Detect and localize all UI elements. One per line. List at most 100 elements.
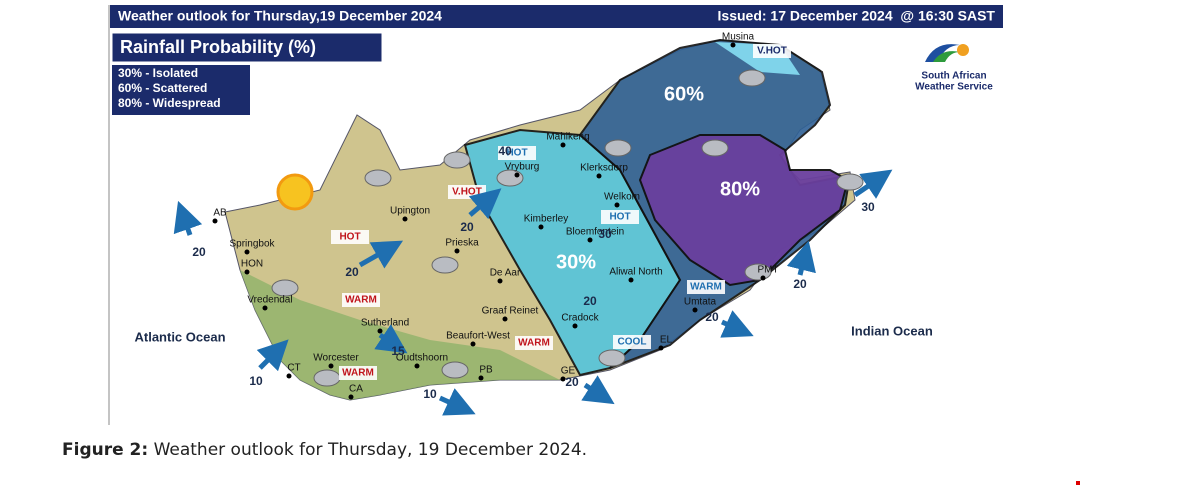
cloud-icon <box>313 369 341 387</box>
wind-speed: 20 <box>565 375 579 389</box>
place-name: HON <box>241 259 263 270</box>
place-name: Upington <box>390 206 430 217</box>
place-dot <box>502 316 508 322</box>
temperature-tag-box <box>601 210 639 224</box>
cloud-icon <box>364 169 392 187</box>
place-dot <box>497 278 503 284</box>
place-dot <box>628 277 634 283</box>
place-dot <box>760 275 766 281</box>
wind-arrow <box>468 188 502 220</box>
temperature-tag: HOT <box>609 212 630 223</box>
place-dot <box>348 394 354 400</box>
temperature-tag: HOT <box>506 148 527 159</box>
place-dot <box>587 237 593 243</box>
wind-speed: 10 <box>249 374 263 388</box>
legend-item: 60% - Scattered <box>118 81 207 95</box>
legend-item: 80% - Widespread <box>118 96 221 110</box>
legend-title: Rainfall Probability (%) <box>120 37 316 57</box>
issued: Issued: 17 December 2024 @ 16:30 SAST <box>718 8 996 24</box>
place-name: Aliwal North <box>609 267 662 278</box>
wind-arrow <box>173 200 203 236</box>
place-dot <box>572 323 578 329</box>
cloud-icon <box>271 279 299 297</box>
place-dot <box>560 142 566 148</box>
place-dot <box>560 376 566 382</box>
wind-arrow <box>374 324 408 354</box>
place-dot <box>286 373 292 379</box>
wind-arrow <box>720 310 754 338</box>
cloud-icon <box>604 139 632 157</box>
wind-speed: 20 <box>705 310 719 324</box>
place-name: PB <box>479 365 493 376</box>
place-dot <box>262 305 268 311</box>
place-name: Prieska <box>445 238 479 249</box>
temperature-tag: WARM <box>345 295 377 306</box>
place-name: Cradock <box>561 313 599 324</box>
wind-arrow <box>358 240 404 269</box>
temperature-tag-box <box>753 44 791 58</box>
temperature-tag: V.HOT <box>757 46 787 57</box>
place-name: De Aar <box>490 268 521 279</box>
zone-label: 80% <box>720 178 760 200</box>
zone-label: 60% <box>664 83 704 105</box>
wind-arrow <box>438 388 476 416</box>
temperature-tag: V.HOT <box>452 187 482 198</box>
place-dot <box>328 363 334 369</box>
ocean-label: Atlantic Ocean <box>134 329 225 344</box>
wind-speed: 40 <box>498 144 512 158</box>
place-dot <box>514 172 520 178</box>
logo <box>925 44 969 62</box>
place-dot <box>414 363 420 369</box>
logo-text: South African <box>921 71 986 82</box>
wind-speed: 20 <box>793 277 807 291</box>
temperature-tag-box <box>498 146 536 160</box>
temperature-tag-box <box>331 230 369 244</box>
place-name: Graaf Reinet <box>482 306 539 317</box>
place-name: GE <box>561 366 576 377</box>
place-dot <box>244 269 250 275</box>
place-dot <box>454 248 460 254</box>
place-name: Sutherland <box>361 318 409 329</box>
wind-speed: 20 <box>460 220 474 234</box>
place-dot <box>244 249 250 255</box>
cloud-icon <box>441 361 469 379</box>
legend-item: 30% - Isolated <box>118 66 198 80</box>
place-dot <box>470 341 476 347</box>
place-dot <box>658 345 664 351</box>
wind-arrow <box>853 169 893 199</box>
place-name: Springbok <box>229 239 275 250</box>
place-name: Klerksdorp <box>580 163 628 174</box>
place-name: Umtata <box>684 297 717 308</box>
red-dot <box>1076 481 1080 485</box>
place-dot <box>692 307 698 313</box>
temperature-tag-box <box>613 335 651 349</box>
wind-arrow <box>256 339 289 372</box>
wind-speed: 10 <box>423 387 437 401</box>
place-name: EL <box>660 335 673 346</box>
zone-80 <box>638 134 850 287</box>
place-name: Oudtshoorn <box>396 353 448 364</box>
header-title: Weather outlook for Thursday,19 December… <box>118 8 442 24</box>
place-dot <box>730 42 736 48</box>
caption-label: Figure 2: <box>62 440 149 460</box>
cloud-icon <box>836 173 864 191</box>
place-dot <box>478 375 484 381</box>
cloud-icon <box>738 69 766 87</box>
zone-label: 30% <box>556 251 596 273</box>
legend-title-box <box>111 32 383 63</box>
logo-text: Weather Service <box>915 82 993 93</box>
place-name: Beaufort-West <box>446 331 510 342</box>
place-name: Musina <box>722 32 755 43</box>
wind-speed: 30 <box>598 227 612 241</box>
place-name: Kimberley <box>524 214 568 225</box>
place-name: PMT <box>757 265 778 276</box>
wind-speed: 20 <box>345 265 359 279</box>
temperature-tag: HOT <box>339 232 360 243</box>
cloud-icon <box>598 349 626 367</box>
wind-arrow <box>581 375 615 405</box>
place-name: CA <box>349 384 363 395</box>
place-name: Vredendal <box>247 295 292 306</box>
temperature-tag-box <box>515 336 553 350</box>
